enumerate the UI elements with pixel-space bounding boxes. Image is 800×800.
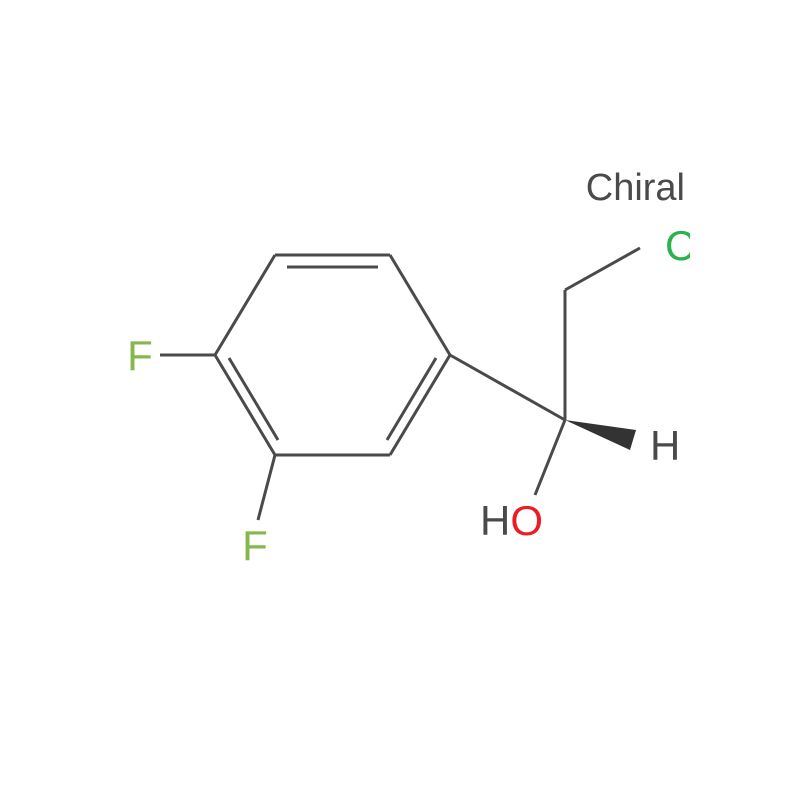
benzene-ring	[215, 255, 450, 455]
bond-ch2-cl	[565, 248, 640, 290]
atom-oh-h: H	[480, 497, 510, 544]
atom-f2: F	[242, 522, 268, 569]
atom-h: H	[650, 422, 680, 469]
molecule-svg: F F Cl H HO Chiral	[110, 140, 690, 570]
atom-cl: Cl	[665, 222, 690, 269]
bond-ring-cchiral	[450, 355, 565, 420]
chiral-annotation: Chiral	[586, 167, 685, 209]
bond-cchiral-oh	[535, 420, 565, 495]
molecule-diagram: F F Cl H HO Chiral	[110, 140, 690, 570]
atom-oh: HO	[480, 497, 543, 544]
bond-c-f2	[258, 455, 275, 520]
wedge-bond-h	[565, 420, 636, 450]
atom-oh-o: O	[510, 497, 543, 544]
atom-f1: F	[127, 332, 153, 379]
